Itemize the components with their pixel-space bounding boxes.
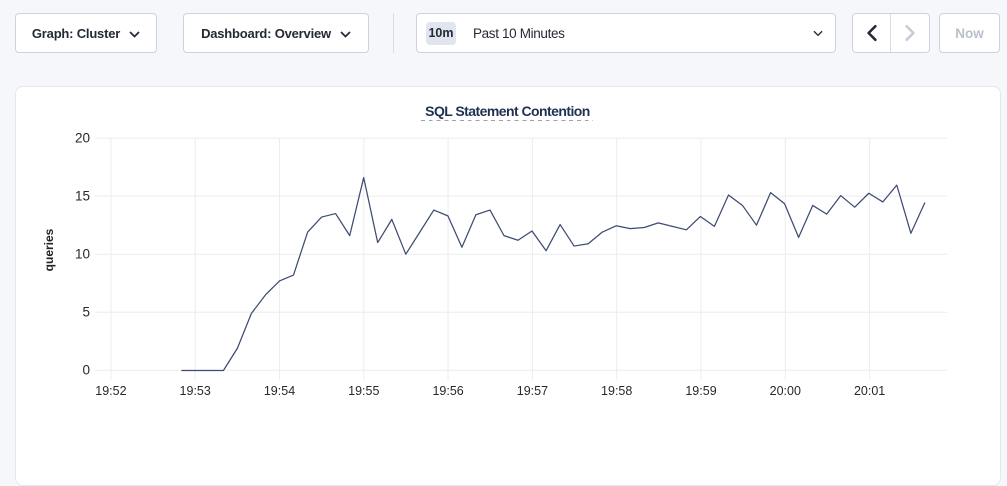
svg-text:20:00: 20:00: [770, 384, 801, 398]
svg-text:19:57: 19:57: [517, 384, 548, 398]
svg-text:19:56: 19:56: [432, 384, 463, 398]
svg-text:19:59: 19:59: [685, 384, 716, 398]
svg-text:10: 10: [75, 246, 90, 261]
svg-text:19:53: 19:53: [180, 384, 211, 398]
svg-text:15: 15: [75, 188, 90, 203]
svg-text:19:58: 19:58: [601, 384, 632, 398]
svg-text:20:01: 20:01: [854, 384, 885, 398]
svg-text:0: 0: [82, 363, 90, 378]
svg-text:5: 5: [82, 304, 90, 319]
svg-text:19:52: 19:52: [95, 384, 126, 398]
svg-text:19:54: 19:54: [264, 384, 295, 398]
svg-text:19:55: 19:55: [348, 384, 379, 398]
svg-text:20: 20: [75, 130, 90, 145]
svg-text:queries: queries: [42, 228, 56, 271]
